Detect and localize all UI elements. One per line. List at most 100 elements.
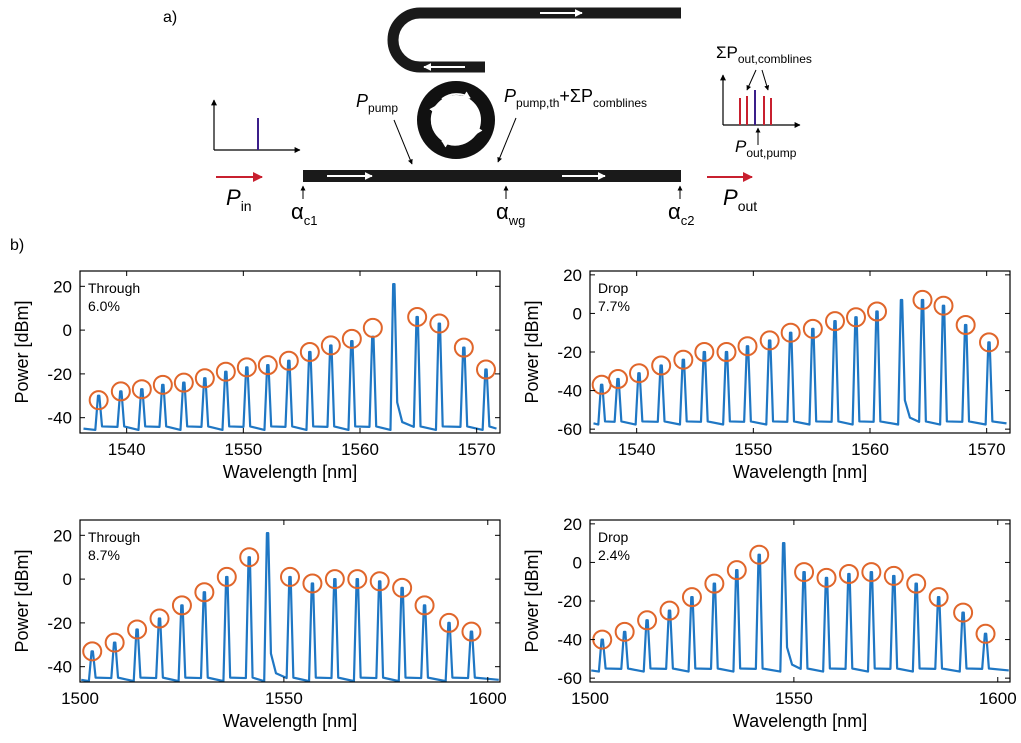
y-tick-label: 0 (573, 553, 582, 572)
panel-a-label: a) (163, 9, 177, 26)
comb-line-marker (257, 355, 278, 376)
comb-line-marker (369, 571, 390, 592)
comb-line-marker (637, 610, 658, 631)
comb-line-marker (194, 368, 215, 389)
comb-line-marker (673, 349, 694, 370)
p-pump-th-pointer (497, 117, 517, 163)
comb-line-marker (239, 547, 260, 568)
x-tick-label: 1560 (851, 440, 889, 459)
y-tick-label: 0 (573, 304, 582, 323)
comb-line-marker (629, 363, 649, 384)
sum-out-comblines-label: ΣPout,comblines (716, 43, 812, 66)
comb-line-marker (651, 355, 672, 376)
y-tick-label: -20 (557, 343, 582, 362)
y-tick-label: -40 (47, 409, 72, 428)
input-spectrum-inset (211, 99, 301, 153)
comb-line-marker (461, 621, 482, 642)
alpha-wg-label: αwg (496, 199, 525, 228)
comb-line-marker (173, 372, 194, 393)
comb-line-marker (280, 566, 300, 587)
y-tick-label: 20 (563, 266, 582, 285)
comb-line-marker (171, 595, 192, 616)
comb-line-marker (299, 342, 320, 362)
ring-circulation-arrow-4 (429, 105, 437, 131)
y-axis-label: Power [dBm] (522, 300, 542, 403)
p-in-label: Pin (226, 185, 252, 214)
y-tick-label: -40 (557, 631, 582, 650)
bottom-bus-waveguide (303, 170, 681, 182)
ring-resonator (417, 81, 495, 159)
comb-line-marker (759, 330, 780, 351)
comb-line-marker (149, 608, 170, 629)
efficiency-label: 8.7% (88, 547, 120, 563)
comb-line-marker (407, 306, 428, 327)
p-pump-th-label: Ppump,th+ΣPcomblines (504, 86, 647, 110)
x-tick-label: 1550 (775, 689, 813, 708)
y-tick-label: -20 (47, 365, 72, 384)
p-pump-label: Ppump (356, 91, 398, 115)
y-tick-label: 20 (53, 277, 72, 296)
port-label: Through (88, 280, 140, 296)
comb-line-marker (104, 632, 125, 653)
chart-through-wide: 1500 1550 1600 -40 -20 0 20 Wavelength [nm] Powe… (12, 519, 507, 731)
spectrum-trace (81, 532, 499, 683)
comb-line-marker (476, 359, 496, 380)
panel-b-label: b) (10, 237, 24, 254)
x-tick-label: 1560 (341, 440, 379, 459)
comb-line-marker (362, 317, 383, 338)
comb-line-marker (975, 623, 996, 644)
comb-line-marker (883, 565, 904, 586)
chart-drop-wide: 1500 1550 1600 -60 -40 -20 0 20 Wavelength [nm] P… (522, 515, 1017, 731)
x-axis-label: Wavelength [nm] (223, 462, 357, 482)
x-tick-label: 1550 (265, 689, 303, 708)
chart-drop-narrow: 1540 1550 1560 1570 -60 -40 -20 0 20 Wavelength [… (522, 266, 1011, 482)
x-tick-label: 1500 (61, 689, 99, 708)
port-label: Drop (598, 529, 629, 545)
comb-line-marker (825, 311, 845, 332)
y-tick-label: -60 (557, 669, 582, 688)
comb-line-marker (320, 335, 341, 356)
comb-line-marker (867, 301, 887, 322)
y-tick-label: -40 (47, 658, 72, 677)
x-axis-label: Wavelength [nm] (223, 711, 357, 731)
x-axis-label: Wavelength [nm] (733, 711, 867, 731)
comb-line-marker (802, 318, 823, 339)
comb-line-marker (838, 564, 859, 584)
comb-line-marker (453, 337, 474, 358)
comb-line-marker (816, 567, 837, 588)
plot-frame (79, 519, 501, 683)
comb-line-marker (912, 289, 933, 310)
y-axis-label: Power [dBm] (12, 549, 32, 652)
comb-line-marker (780, 322, 801, 343)
alpha-c2-label: αc2 (668, 199, 694, 228)
efficiency-label: 6.0% (88, 298, 120, 314)
comb-line-marker (194, 582, 215, 603)
y-axis-label: Power [dBm] (522, 549, 542, 652)
x-tick-label: 1500 (571, 689, 609, 708)
comb-line-marker (933, 295, 954, 316)
comb-line-marker (127, 619, 148, 640)
p-out-pump-label: Pout,pump (735, 137, 797, 160)
y-tick-label: -20 (47, 614, 72, 633)
comb-line-marker (324, 569, 345, 590)
comb-line-marker (215, 361, 236, 382)
x-tick-label: 1540 (618, 440, 656, 459)
y-tick-label: -60 (557, 420, 582, 439)
y-tick-label: 0 (63, 321, 72, 340)
comb-line-marker (88, 390, 109, 411)
y-tick-label: -20 (557, 592, 582, 611)
ring-circulation-arrow-3 (441, 140, 469, 148)
spectrum-trace (593, 298, 1007, 426)
comb-line-marker (347, 569, 368, 590)
comb-line-marker (392, 577, 413, 598)
chart-through-narrow: 1540 1550 1560 1570 -40 -20 0 20 Wavelength [nm]… (12, 270, 501, 482)
sum-out-pointer-right (761, 69, 770, 91)
comb-line-marker (716, 342, 737, 362)
ring-circulation-arrow-2 (475, 109, 483, 135)
top-bus-waveguide (387, 7, 681, 73)
comb-line-marker (110, 381, 131, 402)
y-tick-label: 0 (63, 570, 72, 589)
comb-line-marker (861, 562, 882, 583)
sum-out-pointer-left (746, 69, 757, 91)
x-tick-label: 1600 (979, 689, 1017, 708)
